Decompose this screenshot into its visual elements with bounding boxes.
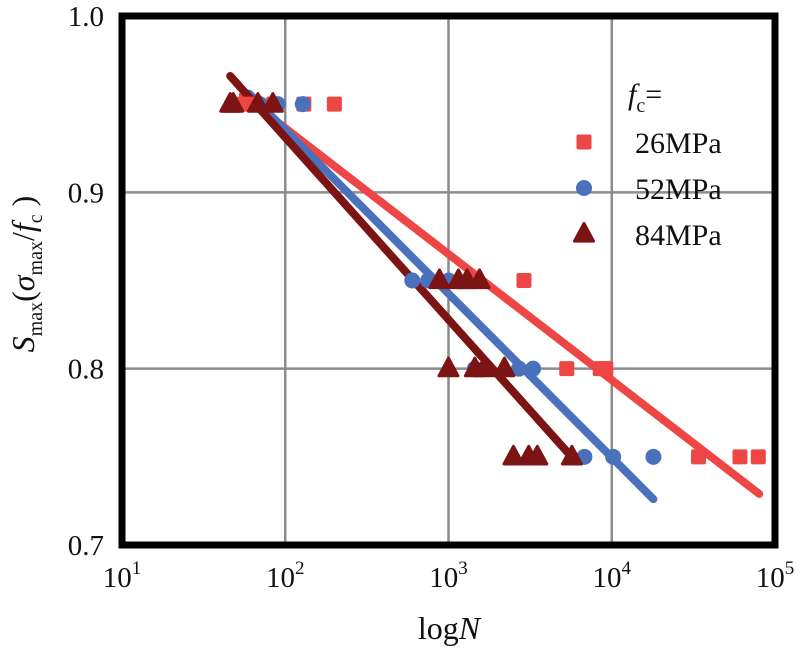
legend-label-84mpa: 84MPa [635, 219, 722, 252]
x-tick-label: 103 [429, 558, 468, 594]
point-84mpa [437, 356, 460, 378]
point-26mpa [598, 361, 614, 377]
point-84mpa [473, 356, 496, 378]
y-tick-label: 0.7 [68, 530, 104, 562]
legend: fc= 26MPa 52MPa 84MPa [573, 78, 722, 252]
point-84mpa [526, 444, 549, 466]
y-axis-title: Smax(σmax/fc ) [5, 196, 47, 353]
x-axis-title: logN [418, 610, 482, 646]
legend-marker-52mpa [576, 180, 592, 196]
legend-marker-84mpa [573, 221, 595, 243]
point-26mpa [732, 449, 748, 465]
legend-title: fc= [628, 78, 662, 117]
x-tick-label: 104 [593, 558, 632, 594]
point-84mpa [468, 268, 491, 290]
y-tick-label: 1.0 [68, 1, 104, 33]
axis-ticks: 101 102 103 104 105 0.7 0.8 0.9 1.0 [68, 1, 795, 594]
point-52mpa [605, 448, 622, 465]
legend-marker-26mpa [576, 134, 592, 150]
x-tick-label: 105 [756, 558, 795, 594]
legend-label-26mpa: 26MPa [635, 127, 722, 160]
point-26mpa [559, 361, 575, 377]
point-52mpa [294, 96, 311, 113]
y-tick-label: 0.9 [68, 177, 104, 209]
point-84mpa [222, 92, 245, 113]
fit-line-52mpa [245, 89, 658, 504]
point-84mpa [246, 92, 269, 113]
fit-line-84mpa [226, 71, 578, 463]
x-tick-label: 102 [266, 558, 305, 594]
point-52mpa [645, 448, 662, 465]
fit-lines [226, 71, 764, 504]
legend-label-52mpa: 52MPa [635, 173, 722, 206]
x-tick-label: 101 [103, 558, 142, 594]
fit-line-26mpa [238, 91, 764, 498]
point-26mpa [326, 96, 342, 112]
point-84mpa [560, 444, 583, 466]
grid [122, 16, 775, 545]
data-points [219, 92, 766, 466]
point-84mpa [493, 356, 516, 378]
point-52mpa [525, 360, 542, 377]
point-26mpa [516, 273, 532, 288]
point-84mpa [428, 268, 451, 290]
plot-frame [118, 12, 779, 549]
point-84mpa [261, 92, 284, 113]
point-26mpa [750, 449, 766, 465]
point-52mpa [510, 360, 527, 377]
point-26mpa [691, 449, 707, 465]
y-tick-label: 0.8 [68, 354, 104, 386]
point-84mpa [502, 444, 525, 466]
point-52mpa [404, 272, 421, 289]
